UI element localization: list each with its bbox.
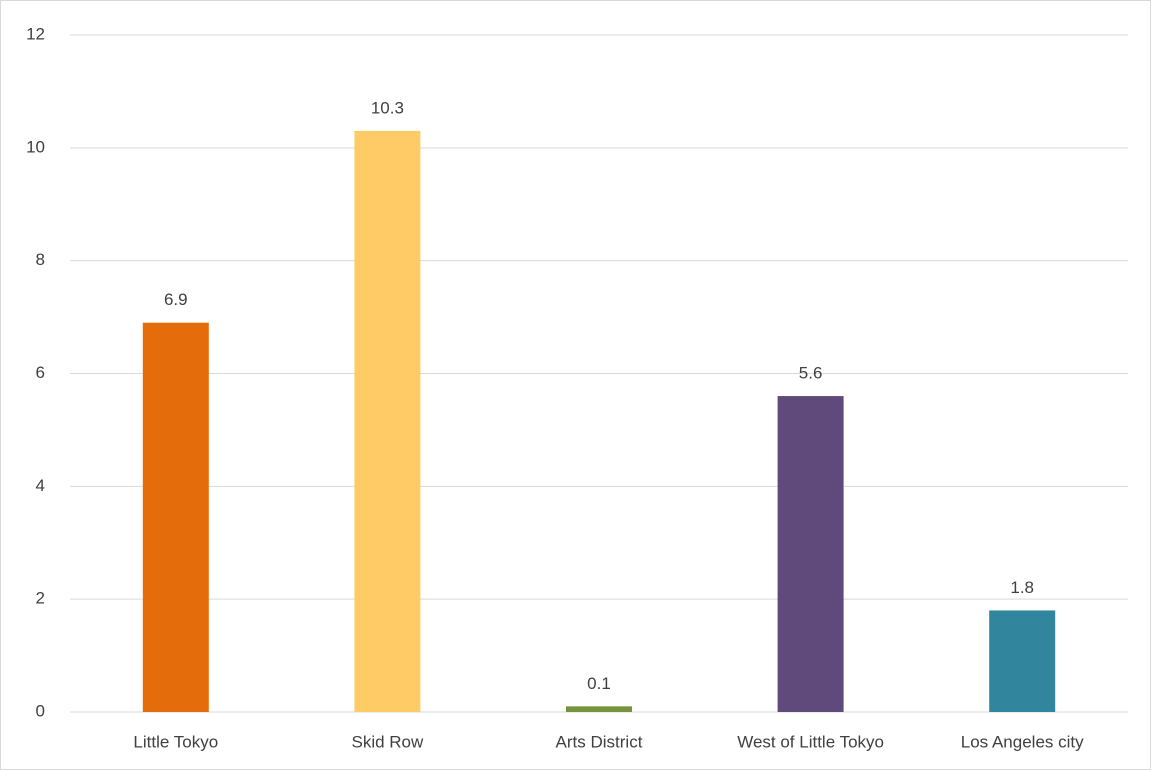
- bar: [989, 610, 1056, 712]
- x-tick-label: Skid Row: [351, 732, 424, 751]
- data-label: 6.9: [164, 290, 188, 309]
- data-label: 5.6: [799, 364, 823, 383]
- data-label: 1.8: [1010, 578, 1034, 597]
- y-tick-label: 12: [26, 24, 45, 43]
- data-label: 10.3: [371, 98, 404, 117]
- x-tick-label: Arts District: [556, 732, 643, 751]
- bar: [777, 396, 844, 712]
- y-tick-label: 8: [36, 250, 45, 269]
- x-tick-label: Los Angeles city: [961, 732, 1084, 751]
- y-tick-label: 10: [26, 137, 45, 156]
- bar: [354, 130, 421, 713]
- data-label: 0.1: [587, 674, 611, 693]
- y-tick-label: 4: [36, 476, 45, 495]
- bar: [566, 706, 632, 712]
- bar: [142, 322, 209, 712]
- y-tick-label: 6: [36, 363, 45, 382]
- y-tick-label: 2: [36, 589, 45, 608]
- x-tick-label: West of Little Tokyo: [737, 732, 884, 751]
- y-tick-label: 0: [36, 701, 45, 720]
- x-tick-label: Little Tokyo: [133, 732, 218, 751]
